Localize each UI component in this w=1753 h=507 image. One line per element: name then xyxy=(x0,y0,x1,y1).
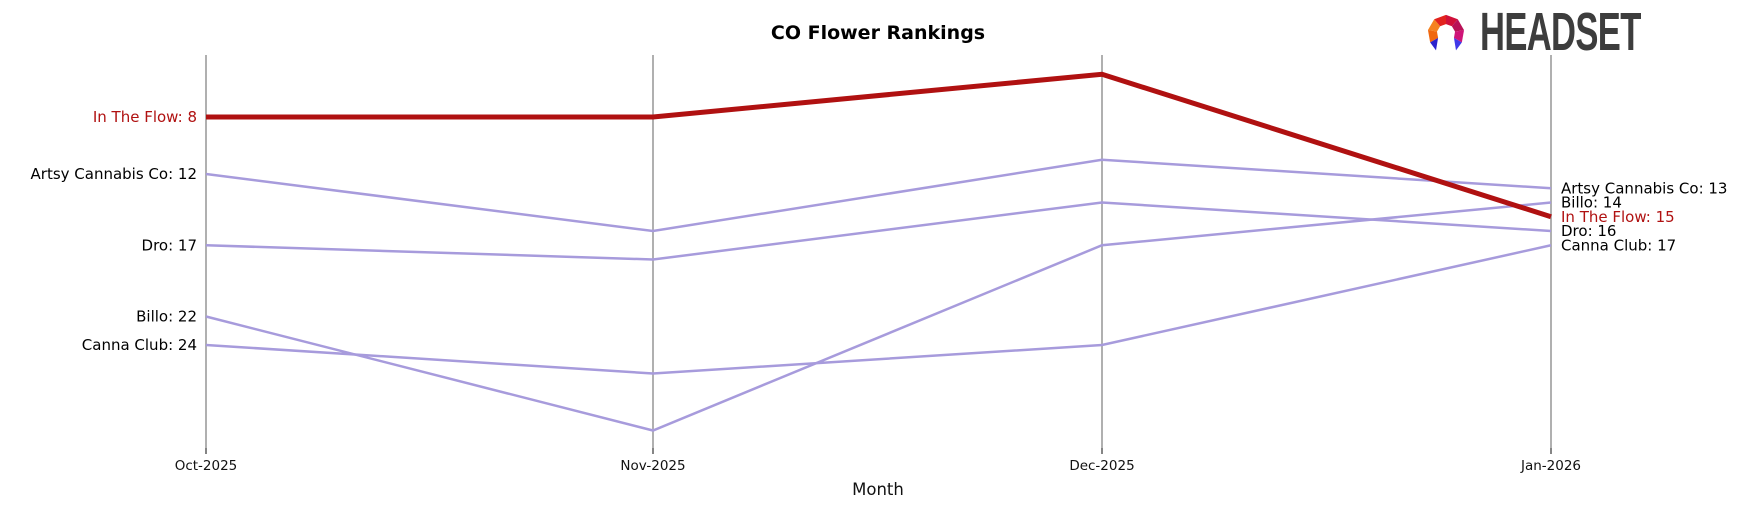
headset-logo-icon xyxy=(1427,14,1465,51)
start-rank-label: Canna Club: 24 xyxy=(82,336,197,354)
series-line-billo xyxy=(205,201,1552,432)
start-rank-label: Artsy Cannabis Co: 12 xyxy=(31,165,197,183)
end-rank-label: Billo: 14 xyxy=(1561,194,1622,212)
end-rank-label: Dro: 16 xyxy=(1561,222,1616,240)
series-line-canna-club xyxy=(205,244,1552,375)
chart-title: CO Flower Rankings xyxy=(771,22,985,44)
start-rank-label: Billo: 22 xyxy=(136,308,197,326)
headset-logo-text: HEADSET xyxy=(1479,2,1641,62)
series-line-dro xyxy=(205,201,1552,261)
end-rank-label: In The Flow: 15 xyxy=(1561,208,1675,226)
start-rank-label: Dro: 17 xyxy=(142,236,197,254)
start-rank-label: In The Flow: 8 xyxy=(93,108,197,126)
x-tick-label: Nov-2025 xyxy=(620,458,685,474)
series-line-artsy-cannabis-co xyxy=(205,158,1552,233)
x-tick-label: Dec-2025 xyxy=(1069,458,1134,474)
x-axis-label: Month xyxy=(852,480,904,499)
series-line-in-the-flow xyxy=(206,71,1552,220)
x-tick-label: Oct-2025 xyxy=(175,458,238,474)
end-rank-label: Artsy Cannabis Co: 13 xyxy=(1561,179,1727,197)
headset-logo: HEADSET xyxy=(1421,2,1731,62)
x-tick-label: Jan-2026 xyxy=(1520,458,1581,474)
end-rank-label: Canna Club: 17 xyxy=(1561,236,1676,254)
